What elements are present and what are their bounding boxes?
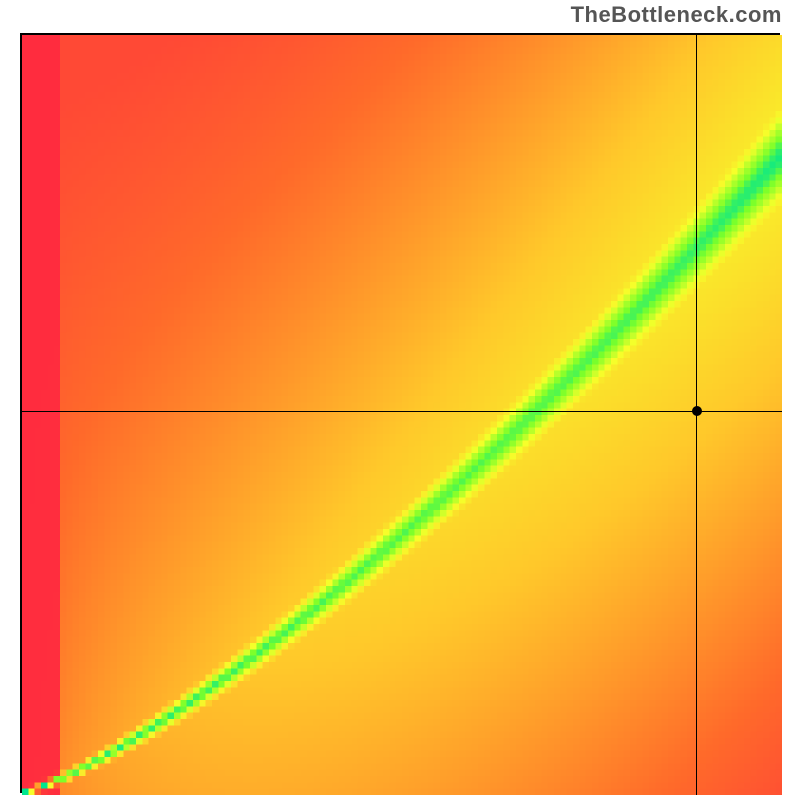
bottleneck-heatmap bbox=[22, 35, 782, 795]
crosshair-marker-dot bbox=[692, 406, 702, 416]
attribution-text: TheBottleneck.com bbox=[571, 2, 782, 28]
crosshair-horizontal bbox=[22, 411, 782, 412]
bottleneck-heatmap-frame bbox=[20, 33, 780, 793]
